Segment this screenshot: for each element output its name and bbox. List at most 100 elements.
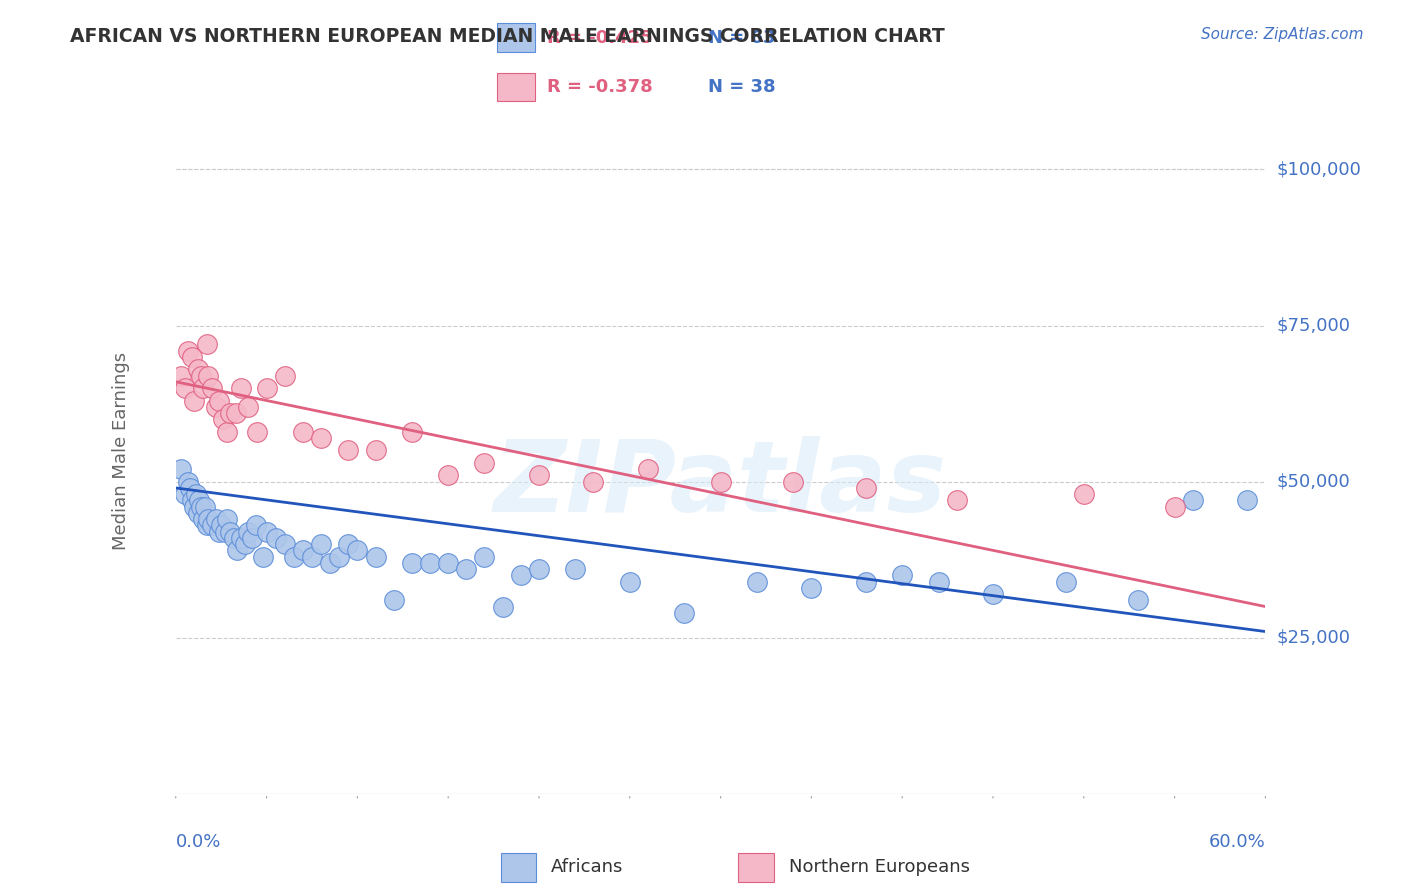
Text: 0.0%: 0.0% xyxy=(176,833,221,851)
Point xyxy=(215,425,238,439)
Point xyxy=(194,500,217,514)
Point xyxy=(186,362,209,376)
Point xyxy=(855,481,877,495)
Point xyxy=(191,512,214,526)
Text: N = 63: N = 63 xyxy=(707,29,775,46)
Point xyxy=(492,599,515,614)
Point xyxy=(564,562,586,576)
Point xyxy=(382,593,405,607)
Point xyxy=(309,431,332,445)
Point xyxy=(328,549,350,564)
Point xyxy=(673,606,696,620)
Point xyxy=(240,531,263,545)
Point xyxy=(1073,487,1095,501)
Point xyxy=(233,537,256,551)
Point xyxy=(800,581,823,595)
Point xyxy=(201,518,224,533)
Point xyxy=(401,425,423,439)
Point xyxy=(186,506,209,520)
Point xyxy=(337,537,360,551)
Point xyxy=(215,512,238,526)
Point xyxy=(238,400,260,414)
Point xyxy=(256,524,278,539)
Point xyxy=(181,350,204,364)
Point xyxy=(855,574,877,589)
Text: R = -0.425: R = -0.425 xyxy=(547,29,652,46)
Point xyxy=(226,543,249,558)
Text: ZIPatlas: ZIPatlas xyxy=(494,436,948,533)
Point xyxy=(364,549,387,564)
Point xyxy=(419,556,441,570)
Point xyxy=(222,531,245,545)
Point xyxy=(208,393,231,408)
Text: R = -0.378: R = -0.378 xyxy=(547,78,652,95)
Point xyxy=(891,568,914,582)
Point xyxy=(1054,574,1077,589)
Point xyxy=(509,568,531,582)
Text: Median Male Earnings: Median Male Earnings xyxy=(112,351,131,549)
Point xyxy=(173,487,195,501)
Point xyxy=(256,381,278,395)
Point xyxy=(184,487,207,501)
Point xyxy=(190,500,212,514)
Point xyxy=(782,475,804,489)
Point xyxy=(231,381,253,395)
Point xyxy=(245,518,267,533)
Bar xyxy=(738,854,773,881)
Point xyxy=(346,543,368,558)
Bar xyxy=(498,23,534,52)
Text: Northern Europeans: Northern Europeans xyxy=(789,858,970,877)
Point xyxy=(945,493,967,508)
Point xyxy=(195,337,218,351)
Point xyxy=(204,512,226,526)
Point xyxy=(474,549,496,564)
Text: 60.0%: 60.0% xyxy=(1209,833,1265,851)
Point xyxy=(212,412,235,426)
Point xyxy=(745,574,768,589)
Text: N = 38: N = 38 xyxy=(707,78,775,95)
Point xyxy=(188,493,211,508)
Point xyxy=(195,518,218,533)
Point xyxy=(219,524,242,539)
Point xyxy=(177,475,200,489)
Point xyxy=(437,468,460,483)
Point xyxy=(710,475,733,489)
Point xyxy=(181,493,204,508)
Point xyxy=(264,531,287,545)
Point xyxy=(231,531,253,545)
Point xyxy=(928,574,950,589)
Point xyxy=(1163,500,1185,514)
Point xyxy=(981,587,1004,601)
Point xyxy=(183,393,205,408)
Point xyxy=(246,425,269,439)
Point xyxy=(197,512,219,526)
Point xyxy=(170,368,193,383)
Point xyxy=(183,500,205,514)
Point xyxy=(177,343,200,358)
Text: $25,000: $25,000 xyxy=(1277,629,1351,647)
Point xyxy=(401,556,423,570)
Point xyxy=(1181,493,1204,508)
Point xyxy=(474,456,496,470)
Point xyxy=(191,381,214,395)
Point xyxy=(291,425,314,439)
Point xyxy=(179,481,201,495)
Text: $100,000: $100,000 xyxy=(1277,161,1361,178)
Point xyxy=(173,381,195,395)
Text: Africans: Africans xyxy=(551,858,623,877)
Point xyxy=(208,524,231,539)
Point xyxy=(201,381,224,395)
Point xyxy=(197,368,219,383)
Point xyxy=(309,537,332,551)
Point xyxy=(437,556,460,570)
Point xyxy=(274,368,297,383)
Point xyxy=(204,400,226,414)
Point xyxy=(364,443,387,458)
Point xyxy=(319,556,342,570)
Point xyxy=(1128,593,1150,607)
Point xyxy=(225,406,247,420)
Point xyxy=(291,543,314,558)
Point xyxy=(582,475,605,489)
Point xyxy=(214,524,236,539)
Point xyxy=(170,462,193,476)
